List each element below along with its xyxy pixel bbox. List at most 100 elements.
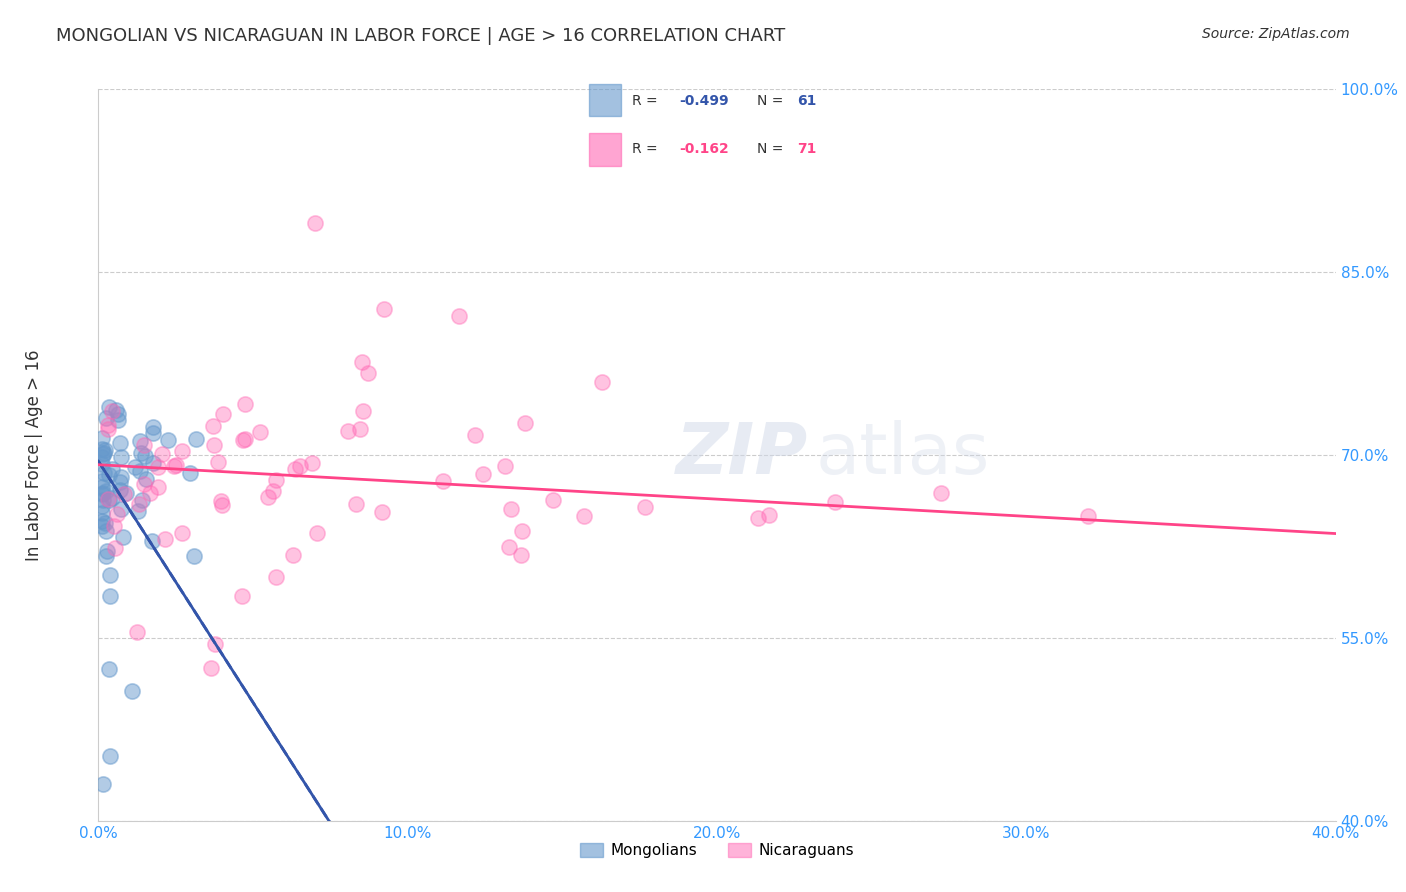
Mongolians: [96, 549, 118, 563]
Nicaraguans: [370, 505, 392, 519]
Nicaraguans: [165, 458, 187, 472]
Mongolians: [90, 475, 112, 489]
Text: -0.499: -0.499: [679, 95, 730, 108]
Nicaraguans: [305, 526, 328, 541]
Nicaraguans: [498, 541, 520, 555]
Mongolians: [90, 479, 112, 493]
Mongolians: [142, 419, 165, 434]
FancyBboxPatch shape: [589, 84, 621, 116]
Nicaraguans: [104, 541, 127, 555]
Mongolians: [90, 519, 112, 533]
Nicaraguans: [344, 497, 367, 511]
Mongolians: [134, 449, 156, 463]
Nicaraguans: [139, 486, 162, 500]
Mongolians: [91, 485, 114, 500]
Nicaraguans: [153, 532, 176, 546]
Mongolians: [94, 524, 117, 539]
Text: R =: R =: [631, 95, 657, 108]
Nicaraguans: [352, 354, 374, 368]
Nicaraguans: [357, 366, 380, 380]
Mongolians: [129, 446, 152, 460]
Mongolians: [97, 467, 120, 482]
Mongolians: [108, 483, 131, 497]
Nicaraguans: [132, 438, 155, 452]
Nicaraguans: [235, 432, 257, 446]
Mongolians: [91, 487, 114, 501]
Mongolians: [135, 473, 157, 487]
Nicaraguans: [249, 425, 271, 439]
Nicaraguans: [128, 497, 150, 511]
Mongolians: [93, 777, 115, 791]
Mongolians: [93, 443, 115, 458]
Nicaraguans: [97, 422, 120, 436]
Nicaraguans: [513, 416, 536, 430]
Mongolians: [98, 662, 121, 676]
Nicaraguans: [112, 487, 135, 501]
Mongolians: [90, 431, 112, 445]
Mongolians: [108, 436, 131, 450]
Nicaraguans: [150, 447, 173, 461]
Mongolians: [128, 464, 150, 478]
Mongolians: [93, 446, 115, 460]
Nicaraguans: [207, 455, 229, 469]
Mongolians: [98, 568, 121, 582]
Nicaraguans: [510, 524, 533, 539]
Mongolians: [101, 462, 124, 476]
Nicaraguans: [202, 419, 225, 434]
Nicaraguans: [824, 495, 846, 509]
Nicaraguans: [281, 548, 304, 562]
Mongolians: [90, 457, 112, 471]
Mongolians: [98, 492, 121, 507]
Nicaraguans: [163, 459, 186, 474]
Nicaraguans: [1077, 508, 1099, 523]
Text: atlas: atlas: [815, 420, 990, 490]
Nicaraguans: [209, 493, 232, 508]
Nicaraguans: [501, 501, 523, 516]
Nicaraguans: [232, 433, 254, 447]
Nicaraguans: [231, 589, 253, 603]
Nicaraguans: [304, 216, 326, 230]
Nicaraguans: [233, 397, 256, 411]
Nicaraguans: [758, 508, 780, 522]
Nicaraguans: [103, 518, 125, 533]
Mongolians: [96, 544, 118, 558]
Nicaraguans: [125, 624, 148, 639]
Mongolians: [90, 442, 112, 456]
Nicaraguans: [105, 508, 128, 522]
Mongolians: [104, 403, 127, 417]
Nicaraguans: [146, 460, 169, 475]
Text: 71: 71: [797, 143, 817, 156]
Mongolians: [90, 514, 112, 528]
Mongolians: [183, 549, 205, 564]
Nicaraguans: [146, 480, 169, 494]
Mongolians: [129, 434, 152, 448]
Text: 61: 61: [797, 95, 817, 108]
Legend: Mongolians, Nicaraguans: Mongolians, Nicaraguans: [574, 837, 860, 864]
Mongolians: [91, 447, 114, 461]
Nicaraguans: [510, 548, 533, 562]
Nicaraguans: [101, 404, 124, 418]
Nicaraguans: [256, 490, 278, 504]
Nicaraguans: [264, 570, 287, 584]
Nicaraguans: [97, 417, 120, 432]
Nicaraguans: [373, 301, 395, 316]
Mongolians: [115, 486, 138, 500]
Mongolians: [94, 516, 117, 530]
Nicaraguans: [472, 467, 495, 481]
Nicaraguans: [202, 438, 225, 452]
Mongolians: [110, 450, 132, 464]
Text: N =: N =: [756, 143, 783, 156]
Nicaraguans: [931, 486, 953, 500]
Text: Source: ZipAtlas.com: Source: ZipAtlas.com: [1202, 27, 1350, 41]
Nicaraguans: [349, 422, 371, 436]
Mongolians: [91, 492, 114, 507]
Nicaraguans: [284, 462, 307, 476]
Mongolians: [101, 491, 124, 505]
Mongolians: [142, 425, 165, 440]
Nicaraguans: [262, 483, 284, 498]
Text: MONGOLIAN VS NICARAGUAN IN LABOR FORCE | AGE > 16 CORRELATION CHART: MONGOLIAN VS NICARAGUAN IN LABOR FORCE |…: [56, 27, 786, 45]
Mongolians: [110, 469, 132, 483]
Nicaraguans: [572, 508, 595, 523]
Nicaraguans: [541, 492, 564, 507]
Mongolians: [179, 466, 201, 480]
